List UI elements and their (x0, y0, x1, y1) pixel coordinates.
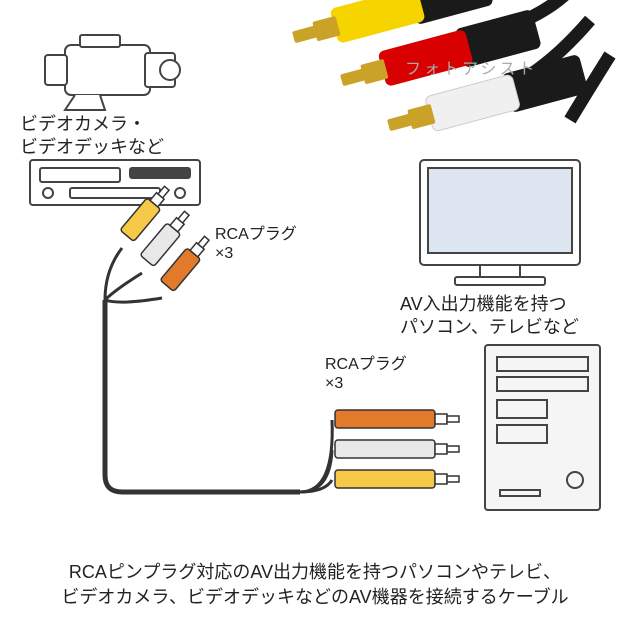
tower-icon (485, 345, 600, 510)
rca-right-label: RCAプラグ ×3 (325, 355, 407, 393)
vcr-icon (30, 160, 200, 205)
cable-path (105, 248, 332, 492)
monitor-icon (420, 160, 580, 285)
rca-left-label: RCAプラグ ×3 (215, 225, 297, 263)
camcorder-label: ビデオカメラ・ ビデオデッキなど (20, 113, 164, 160)
monitor-label: AV入出力機能を持つ パソコン、テレビなど (400, 293, 579, 340)
bottom-caption: RCAピンプラグ対応のAV出力機能を持つパソコンやテレビ、 ビデオカメラ、ビデオ… (0, 560, 630, 610)
rca-right-plugs (335, 410, 459, 488)
camcorder-icon (45, 35, 180, 110)
watermark-text: フォトアシスト (405, 55, 537, 79)
